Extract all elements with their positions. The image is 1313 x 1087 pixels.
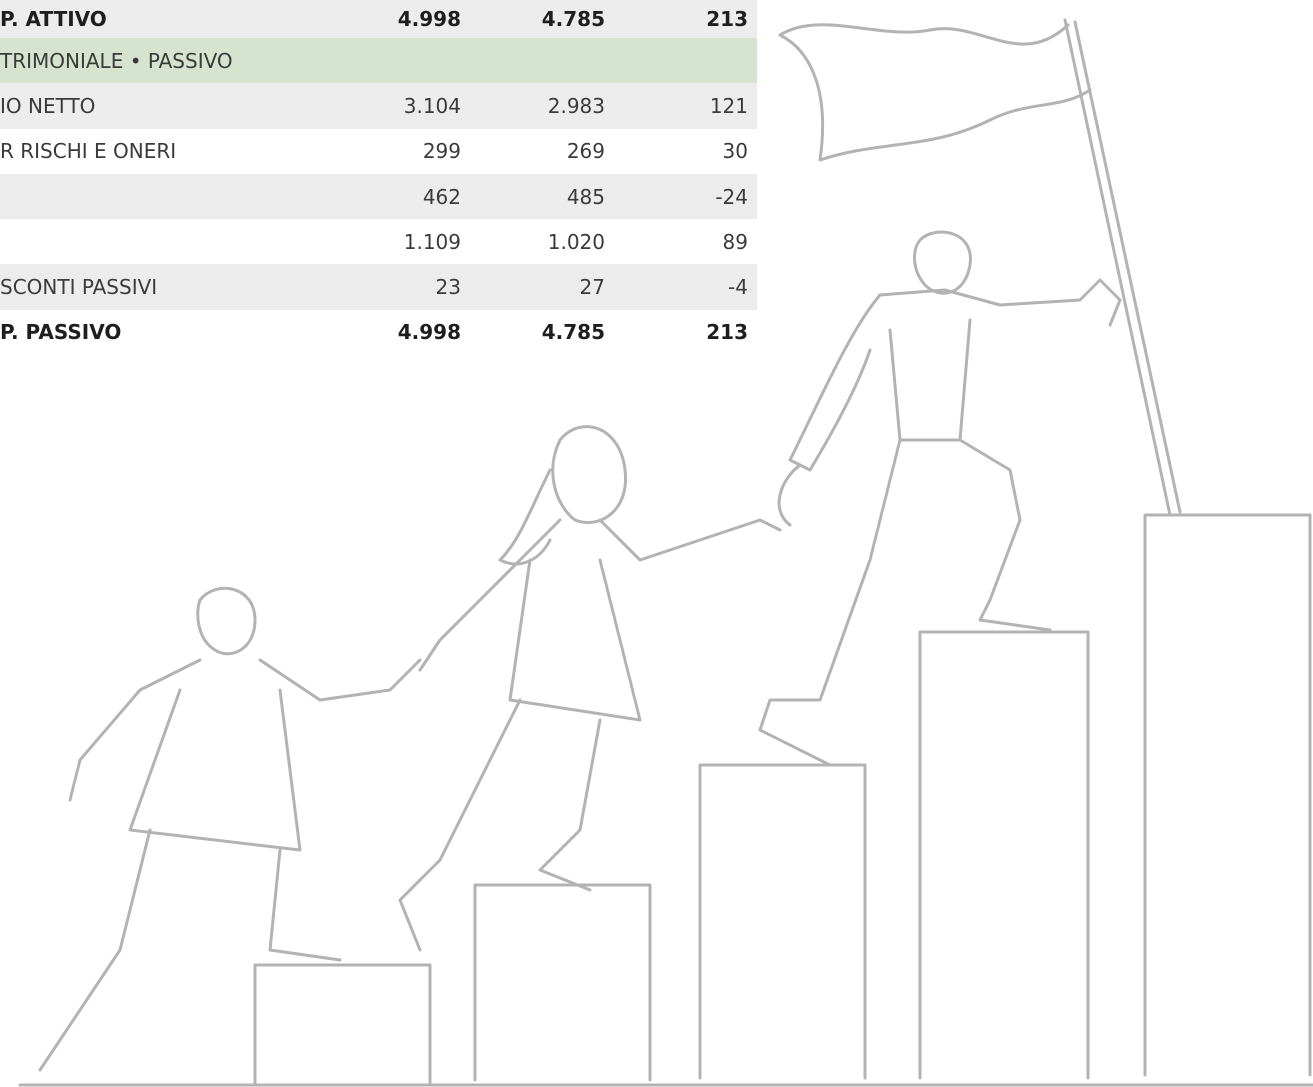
- figure-follower: [40, 588, 420, 1070]
- steps: [20, 515, 1313, 1085]
- figure-leader: [760, 232, 1120, 765]
- flag: [780, 20, 1180, 515]
- illustration: [0, 0, 1313, 1087]
- page: P. ATTIVO4.9984.785213TRIMONIALE • PASSI…: [0, 0, 1313, 1087]
- figure-woman: [400, 427, 780, 950]
